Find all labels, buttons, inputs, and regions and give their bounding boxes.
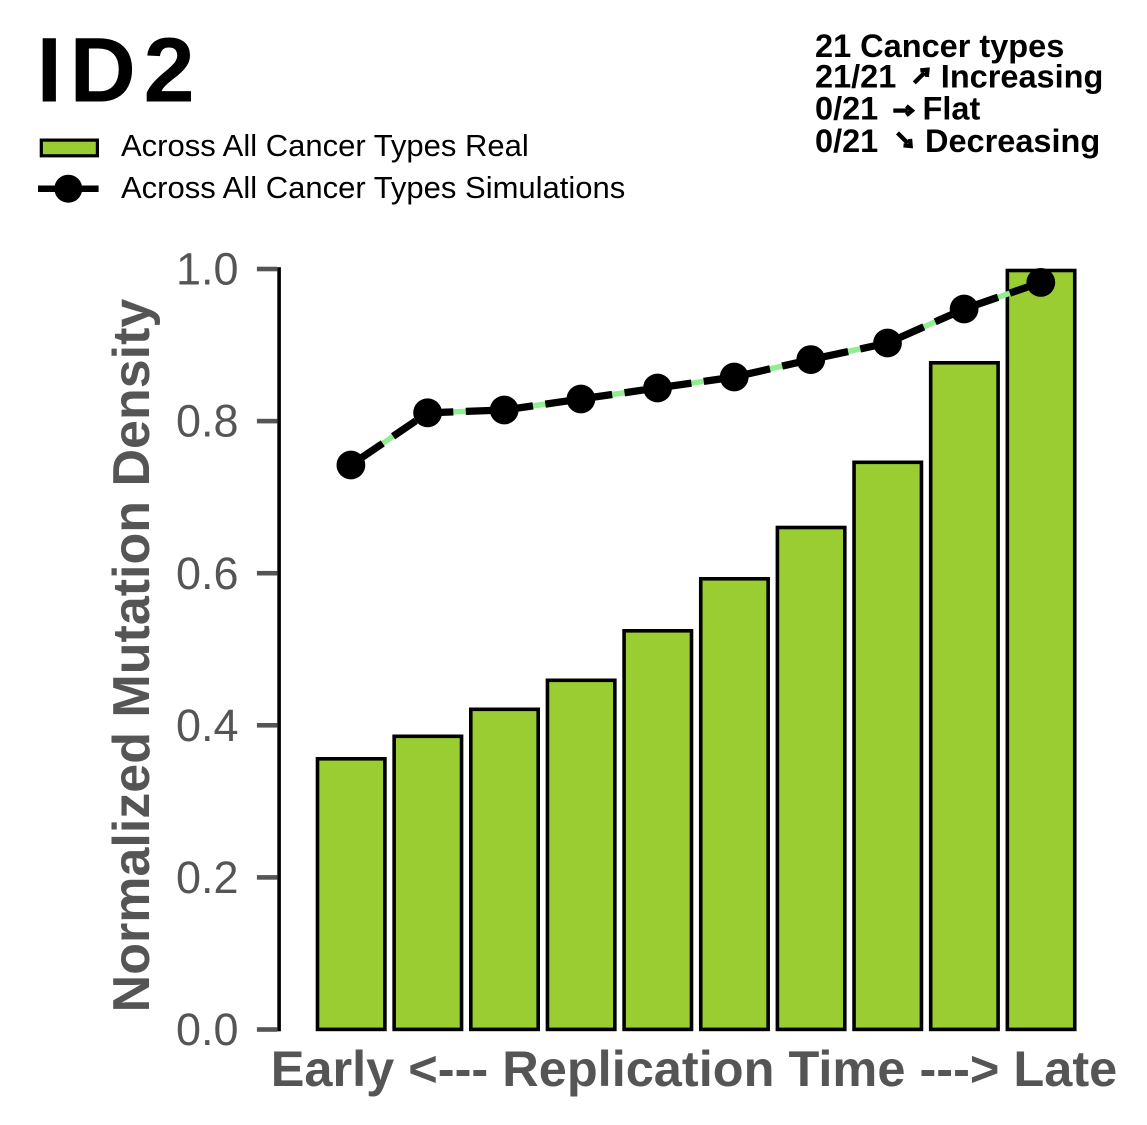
svg-text:Across All Cancer Types Simula: Across All Cancer Types Simulations	[121, 170, 625, 205]
svg-text:21/21: 21/21	[815, 59, 896, 95]
svg-text:ID2: ID2	[37, 20, 203, 122]
svg-text:Across All Cancer Types Real: Across All Cancer Types Real	[121, 128, 529, 163]
svg-text:Increasing: Increasing	[941, 59, 1104, 95]
svg-text:Normalized Mutation Density: Normalized Mutation Density	[103, 299, 161, 1013]
svg-text:0.8: 0.8	[176, 396, 239, 447]
svg-text:Decreasing: Decreasing	[925, 123, 1100, 159]
svg-text:0.4: 0.4	[176, 700, 239, 751]
svg-text:0/21: 0/21	[815, 123, 878, 159]
svg-text:Flat: Flat	[923, 91, 981, 127]
svg-text:21 Cancer types: 21 Cancer types	[815, 28, 1064, 64]
svg-text:0.2: 0.2	[176, 852, 239, 903]
svg-text:Early <--- Replication Time --: Early <--- Replication Time ---> Late	[271, 1040, 1118, 1097]
svg-text:1.0: 1.0	[176, 244, 239, 295]
svg-text:0.6: 0.6	[176, 548, 239, 599]
svg-text:0/21: 0/21	[815, 91, 878, 127]
svg-text:0.0: 0.0	[176, 1004, 239, 1055]
